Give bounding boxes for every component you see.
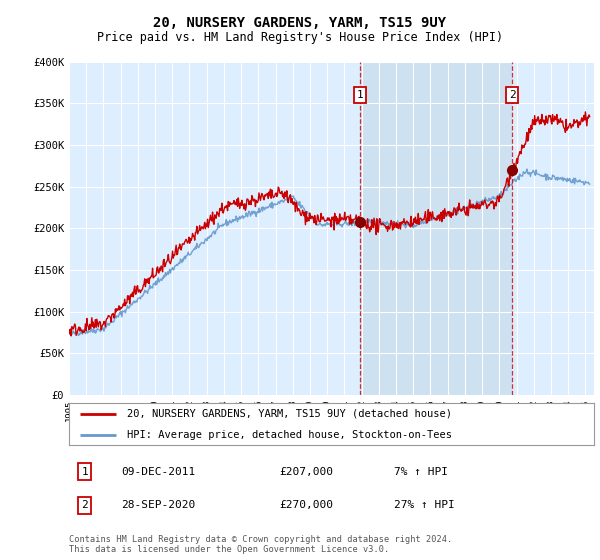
Text: 20, NURSERY GARDENS, YARM, TS15 9UY: 20, NURSERY GARDENS, YARM, TS15 9UY: [154, 16, 446, 30]
Text: 1: 1: [357, 90, 364, 100]
Text: £270,000: £270,000: [279, 501, 333, 510]
Text: 1: 1: [82, 467, 88, 477]
Text: 28-SEP-2020: 28-SEP-2020: [121, 501, 196, 510]
Text: Contains HM Land Registry data © Crown copyright and database right 2024.
This d: Contains HM Land Registry data © Crown c…: [69, 535, 452, 554]
Text: £207,000: £207,000: [279, 467, 333, 477]
Text: 7% ↑ HPI: 7% ↑ HPI: [395, 467, 449, 477]
Text: 2: 2: [509, 90, 515, 100]
Text: 27% ↑ HPI: 27% ↑ HPI: [395, 501, 455, 510]
Text: HPI: Average price, detached house, Stockton-on-Tees: HPI: Average price, detached house, Stoc…: [127, 430, 452, 440]
Text: 20, NURSERY GARDENS, YARM, TS15 9UY (detached house): 20, NURSERY GARDENS, YARM, TS15 9UY (det…: [127, 409, 452, 419]
Text: 2: 2: [82, 501, 88, 510]
Text: 09-DEC-2011: 09-DEC-2011: [121, 467, 196, 477]
Bar: [360, 62, 512, 395]
Text: Price paid vs. HM Land Registry's House Price Index (HPI): Price paid vs. HM Land Registry's House …: [97, 31, 503, 44]
